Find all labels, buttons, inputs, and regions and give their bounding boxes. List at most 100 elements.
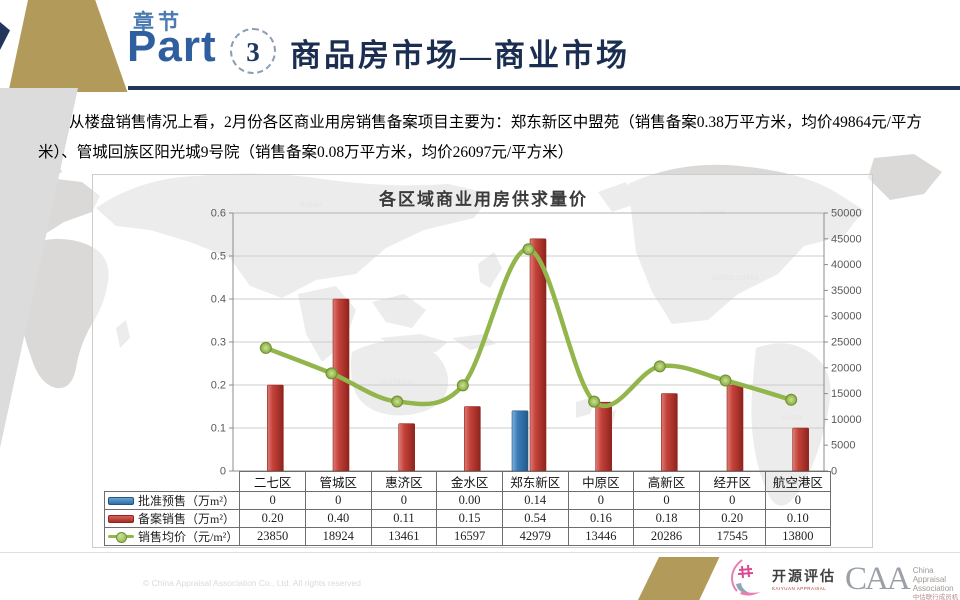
sales-bar — [398, 423, 415, 472]
table-value-cell: 0 — [239, 491, 306, 510]
sales-bar — [792, 427, 809, 472]
sales-bar — [332, 298, 350, 472]
title-underline — [128, 86, 960, 90]
caa-logo: CAA China Appraisal Association 中估联行成员机构 — [845, 562, 960, 600]
table-value-cell: 0.40 — [304, 509, 372, 528]
left-axis-tick-label: 0.6 — [211, 208, 226, 220]
section-number-badge: 3 — [230, 28, 276, 74]
left-axis-tick-label: 0.4 — [211, 294, 226, 306]
sales-bar — [267, 384, 284, 472]
left-axis-tick-label: 0.1 — [211, 423, 226, 435]
legend-label: 备案销售（万m²） — [138, 512, 235, 526]
right-axis-tick-label: 10000 — [831, 414, 862, 426]
table-corner-cell — [105, 472, 240, 492]
section-kicker-en: Part — [127, 22, 217, 71]
sales-bar — [529, 238, 547, 472]
right-axis-tick-label: 0 — [831, 466, 837, 478]
table-value-cell: 20286 — [633, 527, 700, 546]
table-value-cell: 0.11 — [370, 509, 438, 528]
table-value-cell: 0.20 — [698, 509, 766, 528]
presale-bar — [511, 410, 529, 472]
right-axis-tick-label: 40000 — [831, 259, 862, 271]
kaiyuan-name-en: KAIYUAN APPRAISAL — [772, 585, 827, 591]
sales-bar — [464, 406, 481, 472]
price-legend-swatch — [108, 532, 134, 543]
navy-triangle-accent — [0, 22, 10, 50]
legend-cell: 备案销售（万m²） — [103, 509, 241, 528]
kaiyuan-logo: 开源评估 KAIYUAN APPRAISAL — [728, 558, 836, 598]
table-value-cell: 13461 — [370, 527, 438, 546]
chart-title: 各区域商业用房供求量价 — [379, 190, 588, 209]
table-value-cell: 0.20 — [239, 509, 306, 528]
caa-line2: Association — [912, 584, 954, 593]
sales-bar — [595, 401, 612, 472]
table-value-cell: 0.14 — [501, 491, 569, 510]
left-axis-tick-label: 0.2 — [211, 380, 226, 392]
district-header-cell: 管城区 — [304, 471, 372, 492]
price-marker — [653, 360, 666, 373]
table-value-cell: 18924 — [304, 527, 372, 546]
sales-legend-swatch — [108, 514, 134, 523]
right-axis-tick-label: 25000 — [831, 337, 862, 349]
table-value-cell: 0 — [567, 491, 635, 510]
caa-line1: China Appraisal — [912, 566, 947, 584]
right-axis-tick-label: 45000 — [831, 233, 862, 245]
legend-cell: 销售均价（元/m²） — [103, 527, 241, 546]
table-value-cell: 0.10 — [764, 509, 832, 528]
price-marker — [719, 374, 732, 387]
copyright-text: © China Appraisal Association Co., Ltd. … — [143, 578, 361, 588]
gold-parallelogram-top-left — [8, 0, 128, 92]
body-paragraph: 从楼盘销售情况上看，2月份各区商业用房销售备案项目主要为：郑东新区中盟苑（销售备… — [38, 114, 922, 161]
left-axis-tick-label: 0.5 — [211, 251, 226, 263]
table-value-cell: 0 — [304, 491, 372, 510]
right-axis-tick-label: 5000 — [831, 440, 855, 452]
right-axis-tick-label: 15000 — [831, 388, 862, 400]
district-header-cell: 惠济区 — [370, 471, 438, 492]
district-header-cell: 高新区 — [633, 471, 700, 492]
price-marker — [325, 367, 338, 380]
table-value-cell: 0 — [698, 491, 766, 510]
chart-object: 各区域商业用房供求量价 0 0.1 0.2 0.3 0.4 0.5 0.6 0 5000 1000… — [92, 174, 873, 548]
table-value-cell: 0.00 — [436, 491, 503, 510]
price-marker — [456, 379, 469, 392]
footer-divider — [0, 552, 960, 553]
district-header-cell: 经开区 — [698, 471, 766, 492]
left-axis-tick-label: 0 — [220, 466, 226, 478]
table-value-cell: 16597 — [436, 527, 503, 546]
table-value-cell: 13446 — [567, 527, 635, 546]
price-marker — [391, 395, 404, 408]
district-header-cell: 中原区 — [567, 471, 635, 492]
section-number: 3 — [246, 37, 260, 67]
caa-line3: 中估联行成员机构 — [912, 594, 959, 600]
table-value-cell: 42979 — [501, 527, 569, 546]
table-value-cell: 23850 — [239, 527, 306, 546]
page-title: 商品房市场—商业市场 — [290, 38, 630, 73]
chart-data-table: 二七区 管城区 惠济区 金水区 郑东新区 中原区 高新区 经开区 航空港区 批准预售（万m²） 0 0… — [103, 471, 832, 546]
price-marker — [259, 341, 272, 354]
right-axis-tick-label: 30000 — [831, 311, 862, 323]
district-header-cell: 航空港区 — [764, 471, 832, 492]
district-header-cell: 二七区 — [239, 471, 306, 492]
table-value-cell: 0 — [633, 491, 700, 510]
table-value-cell: 13800 — [764, 527, 832, 546]
right-axis-tick-label: 35000 — [831, 285, 862, 297]
price-marker — [588, 395, 601, 408]
table-value-cell: 0.15 — [436, 509, 503, 528]
right-axis-tick-label: 50000 — [831, 208, 862, 220]
left-axis-tick-label: 0.3 — [211, 337, 226, 349]
legend-cell: 批准预售（万m²） — [103, 491, 241, 510]
table-value-cell: 0.16 — [567, 509, 635, 528]
legend-label: 销售均价（元/m²） — [138, 530, 239, 544]
table-value-cell: 0 — [764, 491, 832, 510]
price-marker — [785, 393, 798, 406]
table-value-cell: 0 — [370, 491, 438, 510]
table-value-cell: 0.54 — [501, 509, 569, 528]
district-header-cell: 金水区 — [436, 471, 503, 492]
sales-bar — [726, 384, 744, 472]
kaiyuan-logo-icon — [730, 559, 760, 596]
table-value-cell: 17545 — [698, 527, 766, 546]
district-header-cell: 郑东新区 — [501, 471, 569, 492]
right-axis-tick-label: 20000 — [831, 362, 862, 374]
legend-label: 批准预售（万m²） — [138, 494, 235, 508]
